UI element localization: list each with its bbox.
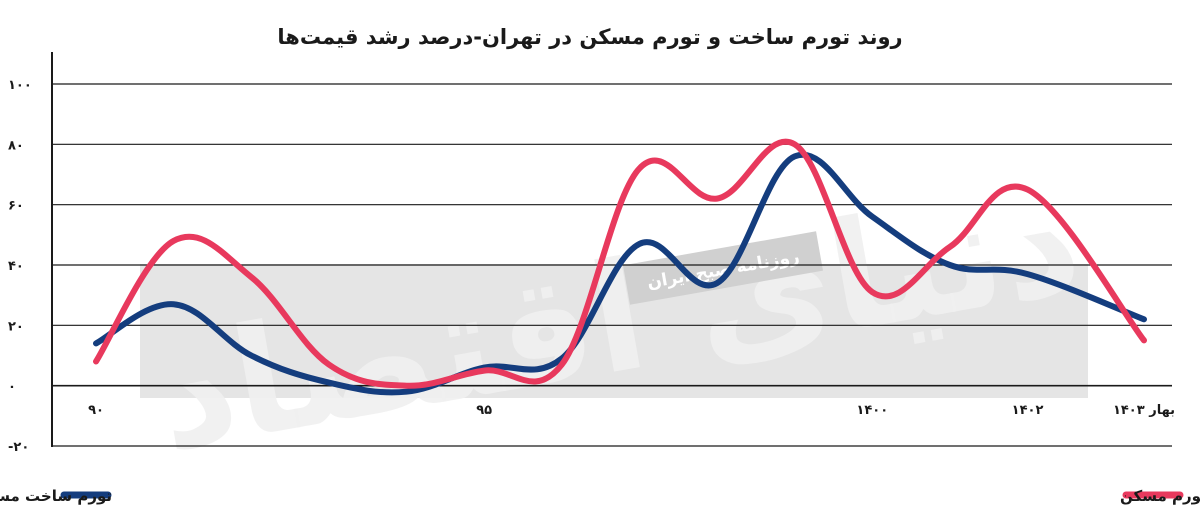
y-tick-label: ۴۰ [8,259,24,274]
y-tick-label: ۸۰ [8,138,24,153]
y-tick-label: ۰ [8,380,16,395]
watermark: دنیای اقتصاد روزنامه صبح ایران [140,153,1092,486]
watermark-caption-box [623,231,823,305]
legend: تورم مسکن تورم ساخت مسکن در تهران (درصد … [0,487,1200,505]
x-tick-label: ۱۴۰۰ [856,403,888,418]
x-tick-label: بهار ۱۴۰۳ [1113,403,1175,418]
legend-label-housing-inflation: تورم مسکن [1120,487,1200,505]
x-tick-label: ۹۵ [476,403,492,418]
x-tick-label: ۹۰ [88,403,104,418]
series-line-housing-inflation [93,138,1147,389]
x-tick-label: ۱۴۰۲ [1012,403,1044,418]
x-tick-labels: ۹۰ ۹۵ ۱۴۰۰ ۱۴۰۲ بهار ۱۴۰۳ [88,403,1175,418]
y-tick-label: -۲۰ [8,440,29,455]
series-lines [93,138,1147,396]
chart-title: روند تورم ساخت و تورم مسکن در تهران-درصد… [277,25,902,49]
y-tick-label: ۱۰۰ [8,78,32,93]
series-line-construction-inflation [93,151,1147,396]
legend-label-construction-inflation: تورم ساخت مسکن در تهران (درصد تغییرات شا… [0,487,112,505]
y-tick-labels: ۱۰۰ ۸۰ ۶۰ ۴۰ ۲۰ ۰ -۲۰ [8,78,32,455]
y-tick-label: ۶۰ [8,199,24,214]
y-tick-label: ۲۰ [8,319,24,334]
